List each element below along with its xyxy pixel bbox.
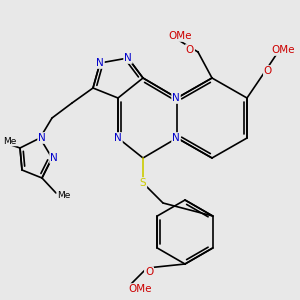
Text: O: O <box>145 267 153 277</box>
Text: N: N <box>114 133 122 143</box>
Text: N: N <box>172 133 180 143</box>
Text: N: N <box>50 153 58 163</box>
Text: O: O <box>186 45 194 55</box>
Text: OMe: OMe <box>271 45 295 55</box>
Text: OMe: OMe <box>168 31 192 41</box>
Text: N: N <box>38 133 46 143</box>
Text: N: N <box>96 58 104 68</box>
Text: N: N <box>124 53 132 63</box>
Text: Me: Me <box>57 190 71 200</box>
Text: S: S <box>140 178 146 188</box>
Text: N: N <box>172 93 180 103</box>
Text: OMe: OMe <box>128 284 152 294</box>
Text: Me: Me <box>3 136 17 146</box>
Text: O: O <box>264 66 272 76</box>
